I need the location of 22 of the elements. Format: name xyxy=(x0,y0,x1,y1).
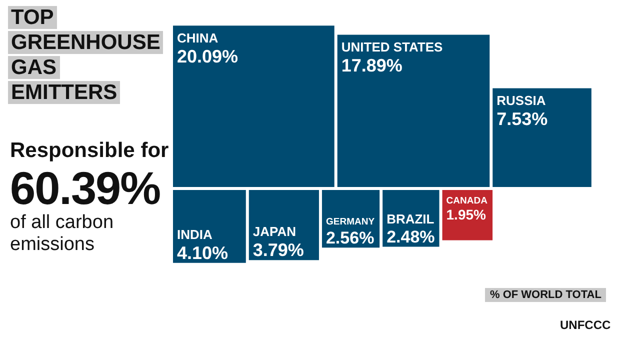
data-label: 1.95% xyxy=(446,206,487,222)
category-label: CANADA xyxy=(446,196,488,206)
text: % OF WORLD TOTAL xyxy=(485,288,606,302)
data-label: 2.56% xyxy=(326,228,374,248)
category-label: INDIA xyxy=(177,226,213,242)
data-label: 7.53% xyxy=(496,109,548,130)
text: Responsible for xyxy=(10,138,170,164)
text: TOP GREENHOUSE GAS EMITTERS xyxy=(8,6,164,104)
text: of all carbon emissions xyxy=(10,212,115,256)
data-label: 20.09% xyxy=(177,46,238,67)
text: UNFCCC xyxy=(560,318,611,332)
category-label: CHINA xyxy=(177,30,219,46)
category-label: UNITED STATES xyxy=(341,40,444,55)
data-label: 3.79% xyxy=(252,240,304,260)
category-label: GERMANY xyxy=(326,216,376,228)
category-label: JAPAN xyxy=(252,224,296,240)
category-label: BRAZIL xyxy=(386,212,434,227)
data-label: 2.48% xyxy=(386,228,435,247)
data-label: 4.10% xyxy=(177,242,228,263)
text: 60.39% xyxy=(10,162,162,214)
data-label: 17.89% xyxy=(341,56,402,76)
category-label: RUSSIA xyxy=(496,93,546,108)
